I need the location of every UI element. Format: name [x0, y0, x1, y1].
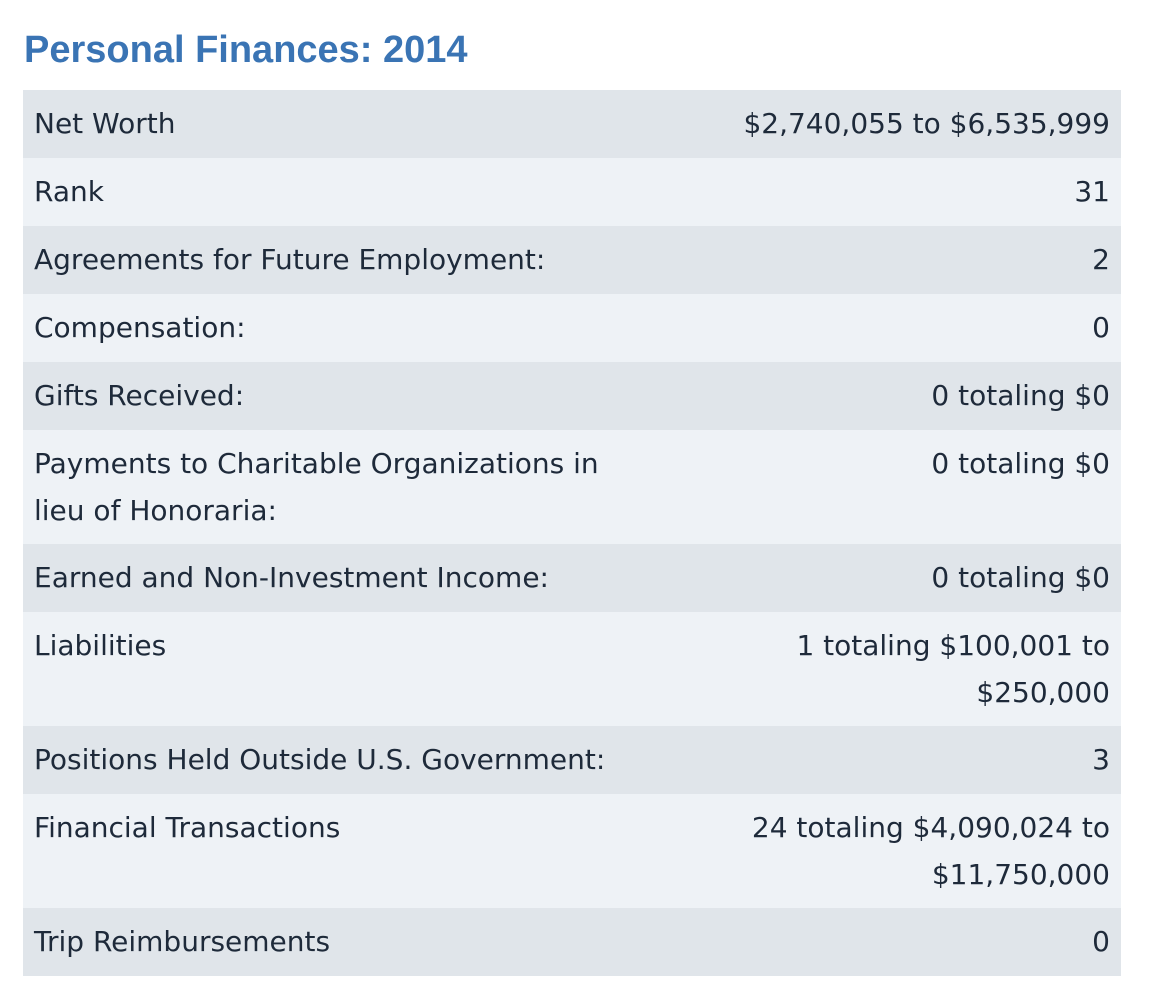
- row-label: Rank: [34, 175, 104, 208]
- table-row-financial-transactions: Financial Transactions 24 totaling $4,09…: [23, 794, 1121, 908]
- row-value: 3: [1092, 743, 1110, 776]
- row-label: Agreements for Future Employment:: [34, 243, 546, 276]
- row-label: Gifts Received:: [34, 379, 245, 412]
- table-row-gifts: Gifts Received: 0 totaling $0: [23, 362, 1121, 430]
- row-label: Trip Reimbursements: [34, 925, 331, 958]
- table-row-rank: Rank 31: [23, 158, 1121, 226]
- row-value: 24 totaling $4,090,024 to $11,750,000: [751, 811, 1110, 891]
- table-row-earned-income: Earned and Non-Investment Income: 0 tota…: [23, 544, 1121, 612]
- row-value: 0 totaling $0: [931, 561, 1110, 594]
- row-label: Earned and Non-Investment Income:: [34, 561, 549, 594]
- page-title: Personal Finances: 2014: [24, 29, 468, 71]
- row-value: 0: [1092, 925, 1110, 958]
- table-row-trip-reimbursements: Trip Reimbursements 0: [23, 908, 1121, 976]
- row-label: Liabilities: [34, 629, 167, 662]
- table-row-agreements: Agreements for Future Employment: 2: [23, 226, 1121, 294]
- row-value: $2,740,055 to $6,535,999: [743, 107, 1110, 140]
- row-value: 0 totaling $0: [931, 447, 1110, 480]
- row-value: 2: [1092, 243, 1110, 276]
- row-value: 0 totaling $0: [931, 379, 1110, 412]
- table-row-net-worth: Net Worth $2,740,055 to $6,535,999: [23, 90, 1121, 158]
- row-label: Positions Held Outside U.S. Government:: [34, 743, 606, 776]
- table-row-liabilities: Liabilities 1 totaling $100,001 to $250,…: [23, 612, 1121, 726]
- row-label: Financial Transactions: [34, 811, 341, 844]
- table-row-positions: Positions Held Outside U.S. Government: …: [23, 726, 1121, 794]
- table-row-compensation: Compensation: 0: [23, 294, 1121, 362]
- row-label: Compensation:: [34, 311, 246, 344]
- row-label: Payments to Charitable Organizations in …: [34, 447, 599, 527]
- row-value: 0: [1092, 311, 1110, 344]
- row-label: Net Worth: [34, 107, 176, 140]
- table-row-charitable-payments: Payments to Charitable Organizations in …: [23, 430, 1121, 544]
- personal-finances-table: Net Worth $2,740,055 to $6,535,999 Rank …: [23, 90, 1121, 976]
- row-value: 1 totaling $100,001 to $250,000: [796, 629, 1110, 709]
- row-value: 31: [1074, 175, 1110, 208]
